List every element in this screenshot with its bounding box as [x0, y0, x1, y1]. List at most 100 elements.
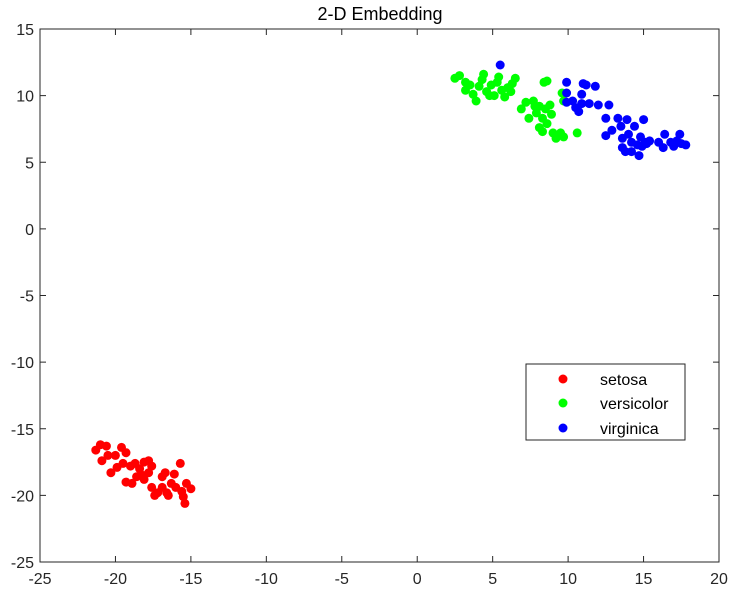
legend-label-versicolor: versicolor	[600, 396, 669, 413]
point-virginica	[590, 81, 600, 91]
point-versicolor	[542, 76, 552, 86]
point-setosa	[157, 472, 167, 482]
x-tick-label: 10	[559, 571, 577, 588]
point-virginica	[581, 80, 591, 90]
point-versicolor	[524, 113, 534, 123]
point-virginica	[658, 143, 668, 153]
point-versicolor	[494, 72, 504, 82]
point-setosa	[110, 450, 120, 460]
point-versicolor	[521, 97, 531, 107]
x-tick-label: -25	[28, 571, 51, 588]
legend: setosa versicolor virginica	[525, 363, 686, 441]
point-setosa	[150, 490, 160, 500]
y-tick-label: 10	[16, 89, 34, 106]
point-versicolor	[542, 119, 552, 129]
point-setosa	[106, 468, 116, 478]
point-virginica	[639, 115, 649, 125]
point-virginica	[577, 99, 587, 109]
y-tick-label: 5	[25, 155, 34, 172]
point-setosa	[97, 456, 107, 466]
point-versicolor	[538, 127, 547, 137]
point-virginica	[627, 147, 636, 157]
point-setosa	[163, 490, 173, 500]
point-setosa	[101, 441, 111, 451]
legend-marker-virginica	[558, 423, 568, 433]
legend-marker-setosa	[558, 374, 568, 384]
point-setosa	[118, 458, 128, 468]
x-tick-label: 5	[488, 571, 497, 588]
point-virginica	[562, 88, 572, 98]
point-versicolor	[479, 69, 489, 79]
point-setosa	[103, 450, 113, 460]
point-setosa	[135, 464, 145, 474]
x-tick-label: 0	[413, 571, 422, 588]
point-virginica	[601, 113, 611, 123]
x-tick-label: 20	[710, 571, 728, 588]
point-virginica	[607, 125, 617, 135]
point-virginica	[622, 115, 632, 125]
point-virginica	[660, 129, 670, 139]
point-setosa	[186, 484, 196, 494]
point-versicolor	[510, 73, 520, 83]
point-virginica	[601, 131, 611, 141]
point-versicolor	[516, 104, 526, 114]
point-virginica	[630, 121, 639, 131]
point-versicolor	[506, 87, 516, 97]
point-setosa	[180, 498, 190, 508]
y-tick-label: 0	[25, 222, 34, 239]
point-setosa	[121, 448, 131, 458]
point-virginica	[584, 99, 594, 109]
point-versicolor	[468, 89, 478, 99]
legend-label-virginica: virginica	[600, 421, 659, 438]
point-setosa	[138, 470, 148, 480]
x-tick-label: 15	[635, 571, 653, 588]
point-virginica	[624, 129, 633, 139]
point-setosa	[147, 482, 157, 492]
point-versicolor	[500, 92, 510, 102]
point-versicolor	[471, 96, 481, 106]
x-tick-label: -20	[104, 571, 127, 588]
point-virginica	[634, 151, 644, 161]
point-versicolor	[474, 81, 484, 91]
point-setosa	[175, 458, 185, 468]
y-tick-label: -15	[11, 422, 34, 439]
point-versicolor	[545, 100, 555, 110]
point-versicolor	[461, 85, 470, 95]
point-virginica	[613, 113, 623, 123]
point-virginica	[675, 129, 685, 139]
point-virginica	[642, 139, 652, 149]
y-tick-label: 15	[16, 22, 34, 39]
point-versicolor	[572, 128, 582, 138]
legend-box	[525, 363, 686, 441]
point-virginica	[562, 77, 572, 87]
point-setosa	[127, 478, 137, 488]
point-virginica	[604, 100, 614, 110]
chart-title: 2-D Embedding	[317, 4, 442, 24]
point-virginica	[681, 140, 691, 150]
point-setosa	[144, 456, 154, 466]
data-points	[91, 60, 691, 508]
point-versicolor	[485, 91, 495, 101]
point-versicolor	[530, 101, 540, 111]
x-tick-label: -15	[179, 571, 202, 588]
x-tick-label: -5	[335, 571, 349, 588]
y-tick-label: -25	[11, 555, 34, 572]
axes: -25 -20 -15 -10 -5 0 5 10 15 20 15 10 5 0 -5 -10 -15 -20 -…	[11, 22, 728, 588]
point-virginica	[495, 60, 505, 70]
point-virginica	[616, 121, 626, 131]
point-versicolor	[559, 132, 569, 142]
y-tick-label: -10	[11, 355, 34, 372]
legend-label-setosa: setosa	[600, 372, 647, 389]
point-versicolor	[547, 109, 556, 119]
point-versicolor	[455, 71, 464, 81]
y-tick-label: -5	[20, 289, 34, 306]
y-tick-label: -20	[11, 488, 34, 505]
point-virginica	[593, 100, 603, 110]
point-virginica	[577, 89, 587, 99]
point-virginica	[574, 107, 584, 117]
point-setosa	[169, 469, 179, 479]
x-tick-label: -10	[255, 571, 278, 588]
legend-marker-versicolor	[558, 398, 568, 408]
